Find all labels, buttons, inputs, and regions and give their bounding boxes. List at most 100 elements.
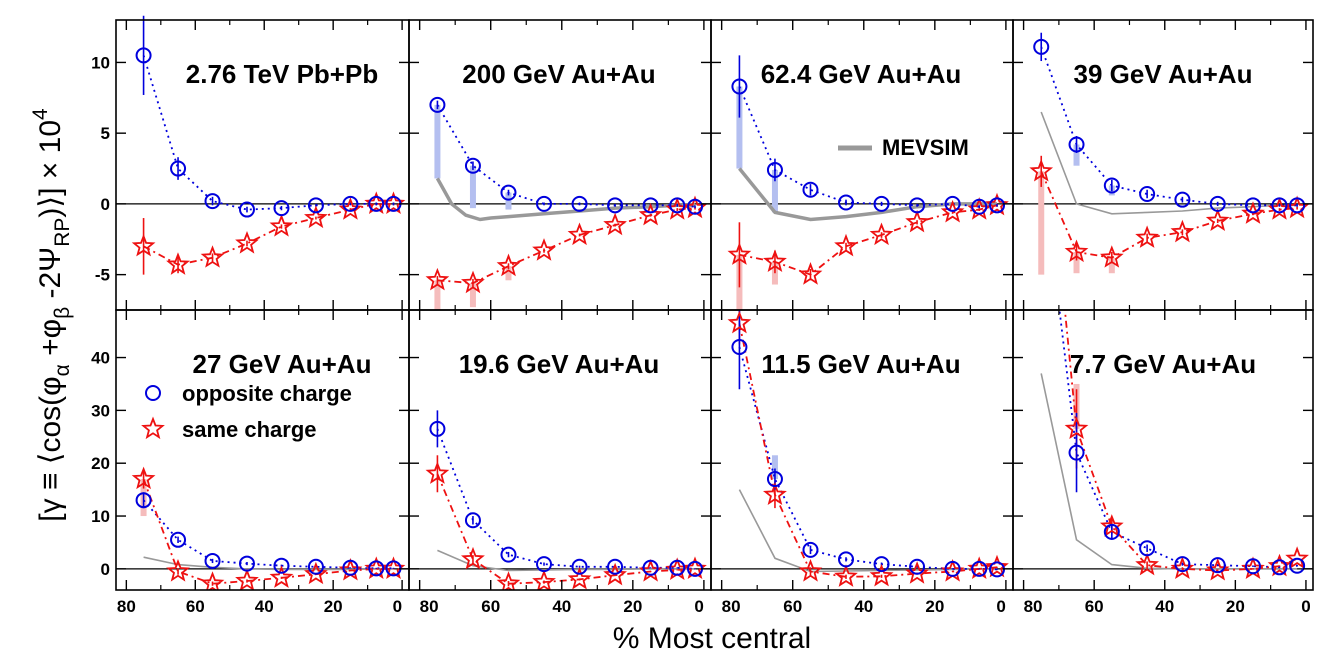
same-charge-point (603, 562, 627, 586)
y-label-post: )⟩] × 10 (34, 120, 67, 218)
opposite-charge-point (669, 197, 686, 214)
y-tick-label: -5 (95, 266, 110, 285)
same-charge-point (425, 461, 450, 484)
panel-7: 80 60 40 20 0 11.5 GeV Au+Au (710, 309, 1014, 616)
opposite-charge-point (204, 552, 221, 569)
opposite-charge-point (342, 559, 359, 576)
same-charge-point (461, 546, 485, 570)
panel-label: 27 GeV Au+Au (193, 349, 372, 379)
opposite-charge-point (1068, 136, 1085, 153)
opposite-charge-point (838, 194, 855, 211)
same-syst-band (1073, 252, 1080, 274)
same-line (436, 473, 696, 585)
legend-model: MEVSIM (838, 135, 969, 160)
panel-label: 7.7 GeV Au+Au (1070, 349, 1256, 379)
y-tick-label: 10 (91, 53, 110, 72)
opposite-charge-point (571, 195, 588, 212)
opposite-charge-point (687, 198, 704, 215)
opposite-charge-point (571, 558, 588, 575)
panel-label: 39 GeV Au+Au (1074, 59, 1253, 89)
opposite-charge-point (802, 181, 819, 198)
opposite-charge-point (607, 558, 624, 575)
opposite-syst-band (1073, 144, 1080, 166)
opposite-charge-point (170, 160, 187, 177)
same-charge-point (834, 564, 858, 587)
x-tick-label: 60 (1085, 597, 1104, 616)
y-tick-label: 0 (101, 195, 110, 214)
panel-6: 80 60 40 20 0 19.6 GeV Au+Au (408, 309, 712, 616)
same-charge-point (567, 222, 592, 246)
same-charge-point (1285, 546, 1309, 569)
same-syst-band (505, 266, 512, 281)
same-line (437, 207, 696, 285)
opposite-charge-point (944, 195, 961, 212)
same-charge-point (131, 233, 156, 257)
panel-8: 80 60 40 20 0 7.7 GeV Au+Au (1012, 309, 1314, 616)
same-charge-point (269, 214, 294, 237)
panel-plot-area (711, 310, 1013, 587)
opposite-charge-point (1103, 523, 1120, 540)
x-tick-label: 40 (1155, 597, 1174, 616)
opposite-syst-band (505, 192, 512, 210)
opposite-charge-point (135, 47, 152, 64)
same-charge-point (869, 563, 894, 587)
opposite-charge-point (368, 560, 385, 577)
same-charge-point (1029, 158, 1054, 182)
opposite-charge-point (971, 560, 988, 577)
legend-same-label: same charge (182, 417, 317, 442)
same-charge-point (304, 205, 328, 229)
x-tick-label: 20 (1226, 597, 1245, 616)
opposite-charge-point (909, 197, 926, 214)
opposite-charge-point (873, 195, 890, 212)
same-charge-point (1064, 416, 1089, 440)
opposite-charge-point (464, 512, 481, 529)
same-charge-point (1099, 245, 1124, 268)
same-charge-point (905, 209, 929, 233)
opposite-charge-point (273, 200, 290, 217)
legend-charges: opposite charge same charge (141, 381, 352, 442)
opposite-charge-point (368, 195, 385, 212)
x-tick-label: 0 (996, 597, 1005, 616)
model-line (738, 167, 997, 222)
x-tick-label: 60 (481, 597, 500, 616)
same-charge-point (727, 242, 752, 265)
same-charge-point (532, 569, 556, 590)
panel-label: 19.6 GeV Au+Au (459, 349, 660, 379)
model-line (435, 177, 695, 222)
panel-plot-area (1013, 32, 1313, 275)
panel-5: 0 10 20 30 40 80 60 40 20 0 27 GeV Au+Au (91, 309, 410, 616)
same-charge-point (496, 571, 521, 590)
legend-opposite-label: opposite charge (182, 381, 352, 406)
same-charge-point (200, 245, 225, 268)
y-label-sub-beta: β (51, 307, 74, 319)
same-charge-point (496, 253, 521, 277)
opposite-charge-point (971, 198, 988, 215)
opposite-charge-point (1103, 177, 1120, 194)
x-axis-label: % Most central (613, 622, 811, 655)
y-axis-label: [γ ≡ ⟨cos(φα +φβ -2ΨRP)⟩] × 104 (29, 108, 74, 522)
opposite-charge-point (1209, 557, 1226, 574)
y-tick-label: 40 (91, 349, 110, 368)
opposite-charge-point (802, 541, 819, 558)
panel-label: 11.5 GeV Au+Au (761, 349, 960, 379)
same-charge-point (798, 558, 823, 582)
same-charge-point (763, 482, 787, 506)
opposite-charge-point (238, 555, 255, 572)
same-syst-band (1038, 171, 1045, 275)
same-charge-point (532, 238, 556, 261)
opposite-charge-point (909, 558, 926, 575)
opposite-charge-point (944, 560, 961, 577)
x-tick-label: 80 (722, 597, 741, 616)
opposite-charge-point (464, 157, 481, 174)
same-syst-band (469, 283, 476, 308)
same-charge-point (869, 222, 894, 246)
opposite-charge-point (536, 195, 553, 212)
y-tick-label: 0 (101, 560, 110, 579)
panel-plot-area (116, 15, 409, 275)
opposite-charge-point (273, 557, 290, 574)
same-syst-band (434, 280, 441, 310)
same-charge-point (1099, 514, 1124, 537)
opposite-charge-point (1068, 444, 1085, 461)
opposite-charge-point (1033, 38, 1050, 55)
